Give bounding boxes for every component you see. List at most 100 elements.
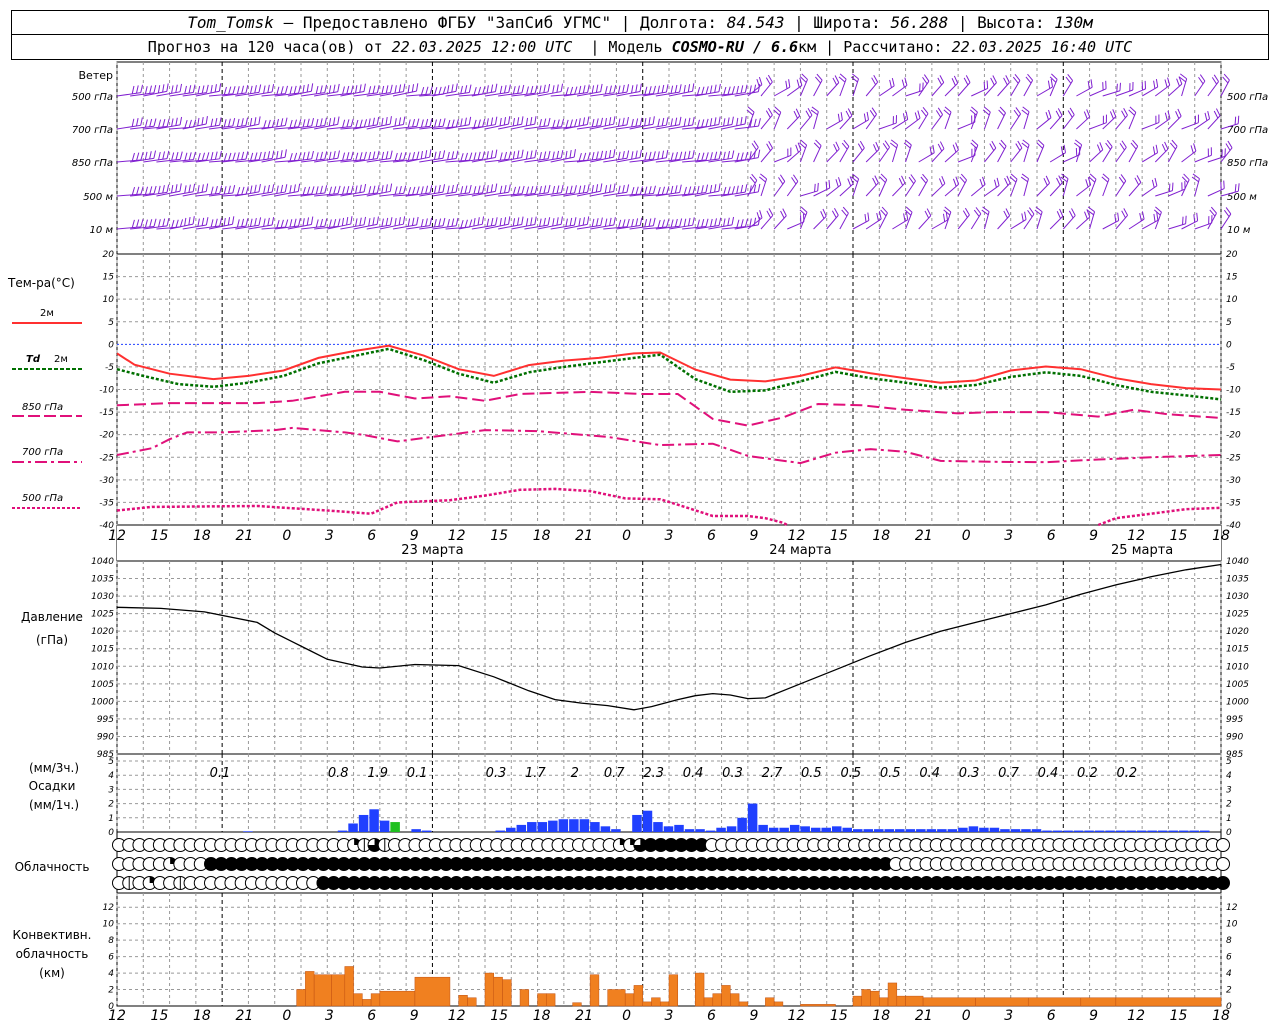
wind-barb-feather	[696, 185, 700, 194]
wind-barb-feather	[701, 185, 704, 194]
precip-bar	[1136, 830, 1147, 832]
wind-barb-feather	[560, 184, 564, 193]
wind-barb-feather	[901, 79, 905, 88]
hour-tick-bottom: 9	[410, 1008, 419, 1024]
precip-tick-left: 2	[108, 800, 114, 810]
pressure-tick-right: 1040	[1226, 557, 1249, 567]
precip-bar	[789, 824, 800, 832]
wind-barb-feather	[937, 107, 944, 115]
wind-barb-feather	[898, 177, 904, 186]
hour-tick: 18	[533, 528, 551, 544]
conv-tick-left: 12	[103, 903, 115, 913]
wind-barb-feather	[276, 86, 280, 95]
wind-barb-feather	[810, 109, 818, 116]
wind-barb-feather	[714, 84, 717, 93]
precip-bar	[705, 830, 716, 832]
wind-barb-feather	[1141, 211, 1145, 220]
wind-barb-feather	[1119, 143, 1125, 151]
wind-barb-feather	[578, 153, 582, 161]
conv-tick-right: 2	[1226, 986, 1232, 996]
wind-barb-feather	[188, 152, 192, 161]
wind-barb-feather	[311, 186, 315, 195]
wind-barb-feather	[740, 219, 744, 228]
wind-barb-feather	[447, 219, 450, 228]
precip-bar	[863, 829, 874, 832]
wind-barb-feather	[635, 186, 639, 195]
wind-barb-shaft	[1023, 111, 1030, 130]
wind-barb-feather	[1074, 139, 1082, 146]
wind-barb-feather	[1153, 80, 1156, 89]
wind-barb-feather	[565, 87, 569, 96]
wind-barb-feather	[959, 176, 966, 184]
wind-barb-feather	[586, 116, 590, 125]
precip-bar	[1084, 830, 1094, 832]
precip-bar	[726, 826, 737, 832]
wind-barb-feather	[731, 86, 736, 95]
wind-barb-feather	[793, 110, 798, 119]
wind-barb-feather	[687, 217, 691, 226]
wind-barb-feather	[617, 151, 621, 160]
wind-barb-feather	[639, 186, 644, 195]
wind-barb-feather	[1121, 140, 1127, 148]
wind-barb-feather	[534, 85, 538, 94]
wind-barb-feather	[249, 185, 253, 194]
wind-barb-feather	[175, 184, 178, 193]
wind-barb-feather	[512, 86, 516, 95]
wind-barb-feather	[1225, 143, 1231, 151]
wind-barb-feather	[814, 183, 816, 192]
wind-barb-feather	[880, 209, 887, 217]
conv-bar	[537, 993, 547, 1007]
wind-barb-feather	[289, 219, 293, 228]
wind-barb-feather	[758, 118, 761, 127]
wind-barb-feather	[324, 84, 328, 93]
temp-tick-right: -35	[1226, 498, 1241, 508]
wind-barb-feather	[838, 177, 842, 186]
wind-barb-feather	[271, 217, 275, 226]
wind-barb-feather	[521, 185, 525, 194]
precip-bar	[979, 827, 989, 832]
wind-barb-feather	[495, 217, 498, 226]
wind-barb-feather	[990, 77, 995, 86]
wind-barb-feather	[149, 118, 153, 127]
wind-barb-feather	[447, 119, 451, 128]
wind-barb-shaft	[1010, 113, 1021, 130]
wind-barb-shaft	[892, 84, 908, 97]
conv-bar	[607, 989, 626, 1007]
wind-barb-feather	[179, 183, 182, 192]
wind-barb-feather	[214, 218, 218, 227]
wind-barb-feather	[970, 142, 977, 149]
wind-barb-feather	[504, 151, 507, 160]
wind-barb-feather	[381, 117, 384, 126]
wind-barb-feather	[201, 116, 204, 126]
wind-barb-feather	[964, 207, 970, 216]
wind-barb-feather	[197, 117, 200, 126]
wind-barb-feather	[727, 86, 731, 95]
wind-barb-feather	[363, 83, 366, 92]
wind-barb-feather	[718, 151, 722, 160]
precip-tick-right: 1	[1226, 814, 1232, 824]
wind-barb-feather	[184, 185, 187, 194]
wind-barb-feather	[626, 184, 630, 193]
wind-barb-feather	[1084, 211, 1088, 220]
wind-barb-feather	[144, 119, 148, 128]
wind-barb-feather	[801, 73, 808, 80]
wind-barb-feather	[851, 176, 858, 183]
wind-barb-feather	[831, 210, 837, 218]
wind-barb-feather	[874, 175, 879, 184]
wind-barb-feather	[385, 116, 388, 126]
precip-bar	[1178, 830, 1189, 832]
pressure-tick-left: 1035	[91, 575, 114, 585]
t500-label: 500 гПа	[22, 493, 63, 504]
hour-tick-bottom: 0	[962, 1008, 971, 1024]
precip-bar	[937, 829, 947, 832]
precip-tick-right: 2	[1226, 800, 1232, 810]
wind-barb-feather	[271, 150, 275, 159]
wind-barb-feather	[236, 152, 240, 161]
wind-barb-feather	[539, 85, 542, 94]
wind-barb-feather	[508, 84, 511, 93]
precip-bar	[527, 822, 537, 832]
wind-barb-feather	[759, 176, 766, 183]
wind-barb-feather	[1025, 76, 1032, 84]
cloud-cover-mark	[1216, 857, 1230, 871]
conv-bar	[773, 1001, 784, 1007]
